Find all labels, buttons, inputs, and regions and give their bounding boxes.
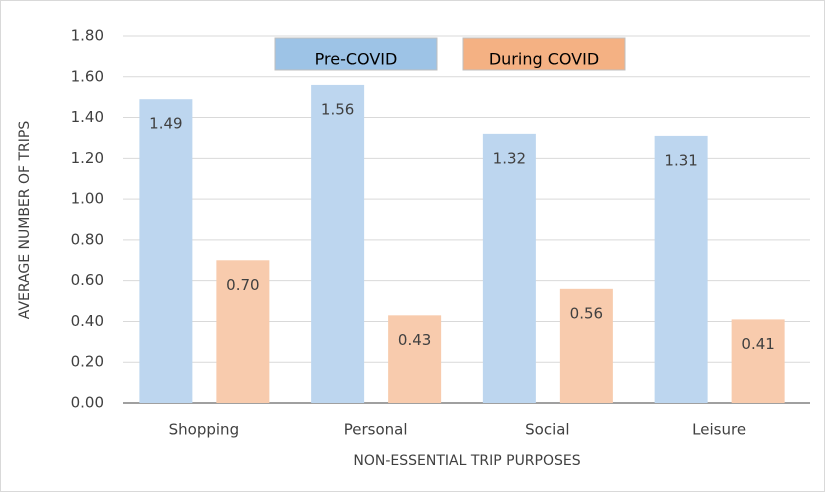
bar xyxy=(482,133,536,403)
x-tick-label: Social xyxy=(525,421,569,439)
bar xyxy=(311,84,365,403)
value-label: 1.56 xyxy=(321,100,354,118)
value-label: 0.70 xyxy=(226,276,259,294)
legend-label: Pre-COVID xyxy=(315,50,398,69)
y-tick-label: 0.40 xyxy=(71,312,104,330)
value-label: 1.49 xyxy=(149,115,182,133)
legend-swatch xyxy=(274,37,438,71)
value-label: 0.41 xyxy=(741,335,774,353)
y-axis-title: AVERAGE NUMBER OF TRIPS xyxy=(17,121,33,320)
y-tick-label: 1.80 xyxy=(71,27,104,45)
value-label: 1.32 xyxy=(493,149,526,167)
bar xyxy=(654,135,708,403)
y-tick-label: 0.80 xyxy=(71,230,104,248)
y-tick-label: 1.00 xyxy=(71,190,104,208)
bar xyxy=(139,99,193,403)
y-tick-label: 1.20 xyxy=(71,149,104,167)
x-tick-label: Shopping xyxy=(169,421,239,439)
bar xyxy=(731,319,785,403)
bar xyxy=(388,315,442,403)
x-tick-label: Leisure xyxy=(692,421,746,439)
legend-swatch xyxy=(462,37,626,71)
x-tick-label: Personal xyxy=(344,421,408,439)
value-label: 0.43 xyxy=(398,331,431,349)
value-label: 0.56 xyxy=(570,304,603,322)
y-tick-label: 0.20 xyxy=(71,353,104,371)
y-tick-label: 0.60 xyxy=(71,271,104,289)
bar xyxy=(559,288,613,403)
y-tick-label: 0.00 xyxy=(71,394,104,412)
y-tick-label: 1.40 xyxy=(71,108,104,126)
y-tick-label: 1.60 xyxy=(71,67,104,85)
value-label: 1.31 xyxy=(664,151,697,169)
x-axis-title: NON-ESSENTIAL TRIP PURPOSES xyxy=(353,453,580,469)
bar xyxy=(216,260,270,403)
legend-label: During COVID xyxy=(489,50,599,69)
